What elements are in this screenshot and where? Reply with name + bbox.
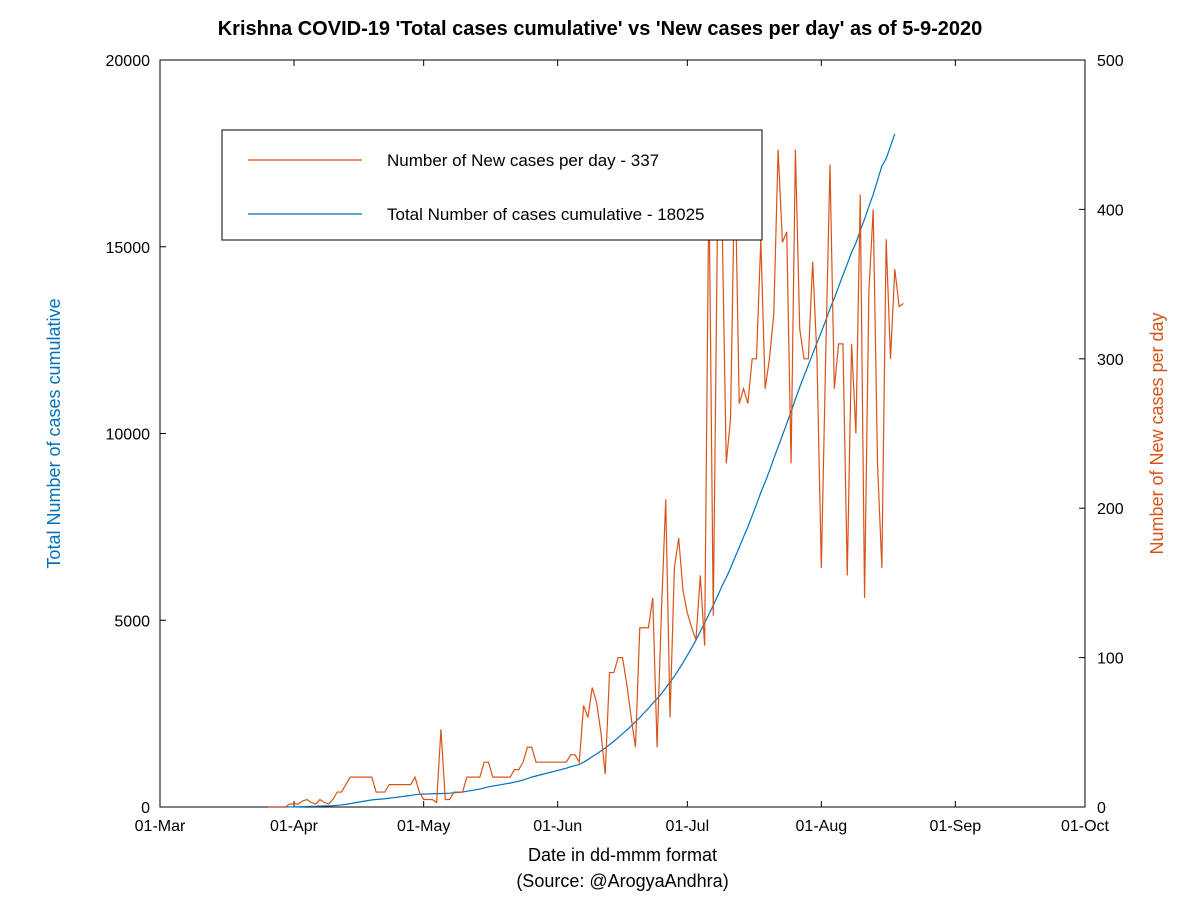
- y-left-tick-label: 0: [141, 800, 150, 817]
- x-tick-label: 01-Sep: [930, 818, 982, 835]
- y-right-tick-label: 0: [1097, 800, 1106, 817]
- x-tick-label: 01-Aug: [796, 818, 848, 835]
- x-tick-label: 01-Apr: [270, 818, 319, 835]
- chart-container: Krishna COVID-19 'Total cases cumulative…: [0, 0, 1200, 900]
- y-left-tick-label: 10000: [106, 427, 151, 444]
- x-tick-label: 01-Mar: [135, 818, 186, 835]
- y-right-tick-label: 200: [1097, 501, 1124, 518]
- x-axis-label: Date in dd-mmm format: [528, 845, 717, 865]
- x-axis-source: (Source: @ArogyaAndhra): [516, 871, 728, 891]
- y-left-label: Total Number of cases cumulative: [44, 298, 64, 568]
- legend-label-new: Number of New cases per day - 337: [387, 151, 659, 170]
- y-left-tick-label: 5000: [114, 613, 150, 630]
- chart-title: Krishna COVID-19 'Total cases cumulative…: [218, 18, 983, 40]
- y-right-tick-label: 100: [1097, 651, 1124, 668]
- y-right-tick-label: 400: [1097, 202, 1124, 219]
- x-tick-label: 01-Jul: [666, 818, 710, 835]
- y-left-tick-label: 15000: [106, 240, 151, 257]
- legend-label-cum: Total Number of cases cumulative - 18025: [387, 205, 705, 224]
- y-left-tick-label: 20000: [106, 53, 151, 70]
- y-right-label: Number of New cases per day: [1147, 312, 1167, 554]
- x-tick-label: 01-May: [397, 818, 450, 835]
- y-right-tick-label: 300: [1097, 352, 1124, 369]
- y-right-tick-label: 500: [1097, 53, 1124, 70]
- chart-svg: Krishna COVID-19 'Total cases cumulative…: [0, 0, 1200, 900]
- x-tick-label: 01-Oct: [1061, 818, 1110, 835]
- x-tick-label: 01-Jun: [533, 818, 582, 835]
